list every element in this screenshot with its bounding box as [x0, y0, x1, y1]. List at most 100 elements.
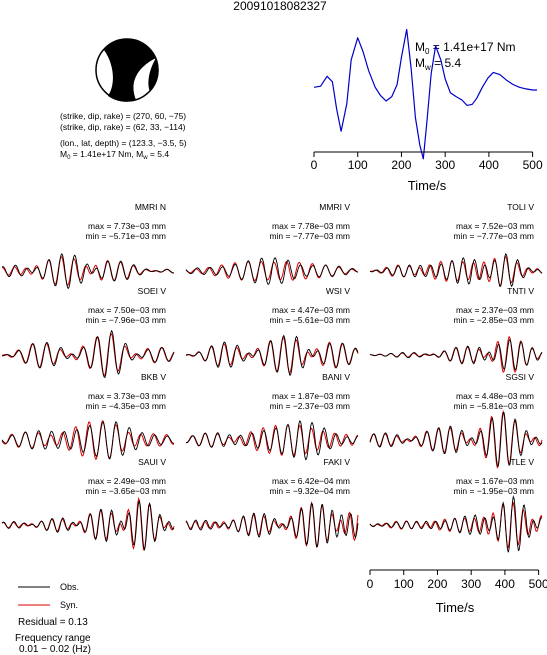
station-name: BKB V — [141, 372, 166, 382]
station-name: MMRI V — [319, 202, 350, 212]
station-max: max = 1.67e−03 mm — [456, 476, 534, 486]
source-time-function-panel: M0 = 1.41e+17 Nm Mw = 5.4 0 100 200 300 400 5… — [311, 28, 543, 193]
synthetic-trace — [2, 256, 175, 287]
station-min: min = −2.85e−03 mm — [453, 315, 534, 325]
frequency-range-value: 0.01 − 0.02 (Hz) — [19, 644, 91, 655]
station-name: SAUI V — [138, 457, 166, 467]
stf-curve — [313, 28, 537, 160]
station-min: min = −3.65e−03 mm — [85, 486, 166, 496]
stf-mw-subscript: w — [424, 63, 431, 72]
location-depth: (lon., lat, depth) = (123.3, −3.5, 5) — [60, 138, 187, 148]
observed-trace — [185, 419, 359, 461]
station-name: MMRI N — [135, 202, 166, 212]
stf-tick-label: 0 — [311, 158, 318, 172]
station-max: max = 7.52e−03 mm — [456, 221, 534, 231]
station-min: min = −7.77e−03 mm — [453, 231, 534, 241]
stf-tick-label: 100 — [348, 158, 368, 172]
nodal-plane-1: (strike, dip, rake) = (270, 60, −75) — [60, 111, 186, 121]
legend-syn-label: Syn. — [60, 600, 78, 610]
m0-value: = 1.41e+17 Nm, M — [70, 149, 143, 159]
station-max: max = 7.50e−03 mm — [88, 305, 166, 315]
waveform-tick-label: 400 — [495, 577, 515, 591]
station-max: max = 2.37e−03 mm — [456, 305, 534, 315]
synthetic-trace — [369, 335, 543, 374]
stf-tick-label: 400 — [479, 158, 499, 172]
beachball-compression-right — [148, 58, 159, 92]
station-name: TLE V — [510, 457, 534, 467]
stf-mw-value: = 5.4 — [431, 56, 462, 70]
stf-x-label: Time/s — [408, 178, 447, 193]
stf-mw-symbol: M — [415, 56, 425, 70]
station-min: min = −5.61e−03 mm — [269, 315, 350, 325]
waveform-x-axis: 0 100 200 300 400 500 — [367, 569, 547, 591]
station-name: TNTI V — [507, 286, 534, 296]
stf-tick-label: 300 — [435, 158, 455, 172]
station-min: min = −5.81e−03 mm — [453, 401, 534, 411]
observed-trace — [369, 252, 543, 288]
station-name: WSI V — [326, 286, 350, 296]
beachball — [95, 38, 159, 102]
stf-tick-label: 500 — [523, 158, 543, 172]
station-min: min = −5.71e−03 mm — [85, 231, 166, 241]
stf-m0-symbol: M — [415, 40, 425, 54]
observed-trace — [1, 499, 175, 552]
waveform-tick-label: 100 — [394, 577, 414, 591]
station-max: max = 7.73e−03 mm — [88, 221, 166, 231]
waveform-tick-label: 0 — [367, 577, 374, 591]
nodal-plane-2: (strike, dip, rake) = (62, 33, −114) — [60, 122, 186, 132]
stf-plot — [313, 28, 537, 160]
figure-title: 20091018082327 — [233, 0, 327, 13]
residual-label: Residual = 0.13 — [18, 617, 88, 628]
synthetic-trace — [1, 333, 175, 378]
synthetic-trace — [1, 420, 175, 460]
observed-trace — [1, 329, 175, 379]
station-min: min = −4.35e−03 mm — [85, 401, 166, 411]
stf-mw-label: Mw = 5.4 — [415, 56, 461, 72]
legend: Obs. Syn. Residual = 0.13 Frequency rang… — [15, 582, 91, 655]
waveform-x-label: Time/s — [436, 600, 475, 615]
observed-trace — [185, 257, 359, 285]
observed-trace — [1, 253, 175, 289]
mw-value: = 5.4 — [148, 149, 170, 159]
synthetic-trace — [186, 423, 359, 457]
stf-m0-value: = 1.41e+17 Nm — [429, 40, 515, 54]
m0-symbol: M — [60, 149, 67, 159]
station-min: min = −7.77e−03 mm — [269, 231, 350, 241]
stf-tick-label: 200 — [391, 158, 411, 172]
beachball-compression-quadrant — [104, 39, 156, 102]
station-min: min = −7.96e−03 mm — [85, 315, 166, 325]
station-name: TOLI V — [507, 202, 534, 212]
waveform-tick-label: 200 — [427, 577, 447, 591]
station-max: max = 2.49e−03 mm — [88, 476, 166, 486]
frequency-range-label: Frequency range — [15, 633, 91, 644]
station-min: min = −1.95e−03 mm — [453, 486, 534, 496]
station-name: FAKI V — [324, 457, 351, 467]
mechanism-info: (strike, dip, rake) = (270, 60, −75) (st… — [60, 111, 187, 161]
station-name: SOEI V — [138, 286, 167, 296]
station-name: BANI V — [322, 372, 350, 382]
station-max: max = 7.78e−03 mm — [272, 221, 350, 231]
observed-trace — [370, 338, 543, 371]
stf-m0-subscript: 0 — [425, 47, 430, 56]
station-max: max = 6.42e−04 mm — [272, 476, 350, 486]
observed-trace — [185, 502, 359, 547]
station-max: max = 3.73e−03 mm — [88, 391, 166, 401]
station-max: max = 4.48e−03 mm — [456, 391, 534, 401]
mw-subscript: w — [142, 155, 148, 161]
stf-m0-label: M0 = 1.41e+17 Nm — [415, 40, 516, 56]
station-max: max = 1.87e−03 mm — [272, 391, 350, 401]
stf-x-axis: 0 100 200 300 400 500 — [311, 151, 543, 172]
station-max: max = 4.47e−03 mm — [272, 305, 350, 315]
waveform-tick-label: 300 — [461, 577, 481, 591]
